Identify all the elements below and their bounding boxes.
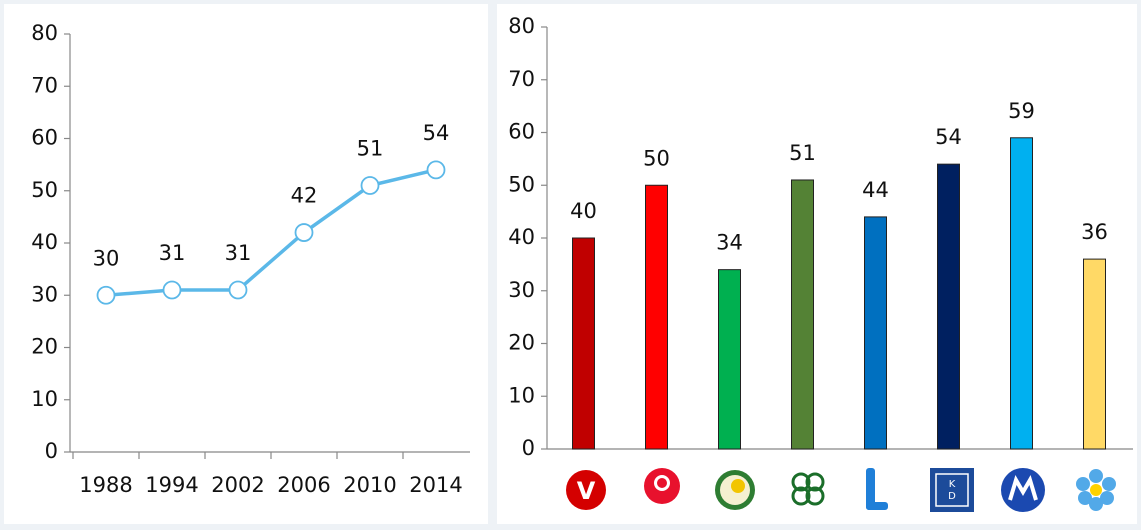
- line: [105, 168, 437, 297]
- data-label: 54: [423, 121, 450, 145]
- bar: [791, 179, 814, 450]
- party-logos: V K D: [566, 468, 1116, 512]
- bar: [1083, 258, 1106, 450]
- y-tick-label: 10: [31, 387, 58, 411]
- logo-sd: [1076, 469, 1116, 511]
- logo-v: V: [566, 470, 606, 510]
- svg-text:D: D: [948, 491, 956, 502]
- x-tick-label: 1988: [79, 473, 132, 497]
- y-tick-label: 30: [31, 282, 58, 306]
- svg-text:K: K: [949, 479, 956, 490]
- y-tick-label: 20: [31, 335, 58, 359]
- marker: [360, 176, 380, 195]
- data-label: 54: [935, 125, 962, 149]
- bar: [1010, 137, 1033, 450]
- y-tick-label: 70: [31, 73, 58, 97]
- marker: [96, 285, 116, 305]
- left-panel: [4, 4, 488, 524]
- logo-kd: K D: [930, 468, 974, 512]
- y-tick-label: 0: [522, 436, 535, 460]
- data-label: 59: [1008, 99, 1035, 123]
- data-label: 34: [716, 231, 743, 255]
- data-label: 51: [357, 137, 384, 161]
- svg-text:V: V: [577, 477, 596, 505]
- data-label: 50: [643, 146, 670, 170]
- y-tick-label: 40: [31, 230, 58, 254]
- marker: [294, 223, 314, 242]
- line-chart: 0 10 20 30 40 50 60 70 80 1988 1994 2002 2006 2010 201…: [31, 21, 470, 497]
- data-label: 42: [291, 184, 318, 208]
- y-tick-label: 60: [31, 126, 58, 150]
- y-tick-label: 70: [508, 67, 535, 91]
- y-tick-label: 0: [45, 439, 58, 463]
- x-tick-label: 2010: [343, 473, 396, 497]
- data-label: 36: [1081, 220, 1108, 244]
- bar: [864, 216, 887, 450]
- logo-m: [1001, 468, 1045, 512]
- logo-s: [644, 468, 680, 504]
- data-label: 51: [789, 141, 816, 165]
- marker: [228, 280, 248, 300]
- x-tick-label: 2014: [409, 473, 462, 497]
- y-tick-label: 50: [31, 178, 58, 202]
- data-label: 40: [570, 199, 597, 223]
- y-tick-label: 50: [508, 172, 535, 196]
- bar-chart: 0 10 20 30 40 50 60 70 80 40 50 34 51 44 54 59 36: [508, 14, 1133, 460]
- data-label: 30: [93, 246, 120, 270]
- bar: [937, 163, 960, 450]
- y-tick-label: 30: [508, 278, 535, 302]
- x-tick-label: 1994: [145, 473, 198, 497]
- logo-c: [791, 472, 825, 506]
- bar: [645, 184, 668, 450]
- marker: [426, 160, 446, 180]
- bar: [572, 237, 595, 450]
- logo-mp: [715, 470, 755, 510]
- y-tick-label: 60: [508, 120, 535, 144]
- marker: [162, 280, 182, 300]
- bar: [718, 269, 741, 450]
- data-label: 31: [225, 241, 252, 265]
- y-tick-label: 40: [508, 225, 535, 249]
- y-tick-label: 80: [31, 21, 58, 45]
- y-tick-label: 10: [508, 383, 535, 407]
- logo-l: [866, 468, 888, 510]
- data-label: 31: [159, 241, 186, 265]
- x-tick-label: 2006: [277, 473, 330, 497]
- x-tick-label: 2002: [211, 473, 264, 497]
- y-tick-label: 80: [508, 14, 535, 38]
- data-label: 44: [862, 178, 889, 202]
- y-tick-label: 20: [508, 331, 535, 355]
